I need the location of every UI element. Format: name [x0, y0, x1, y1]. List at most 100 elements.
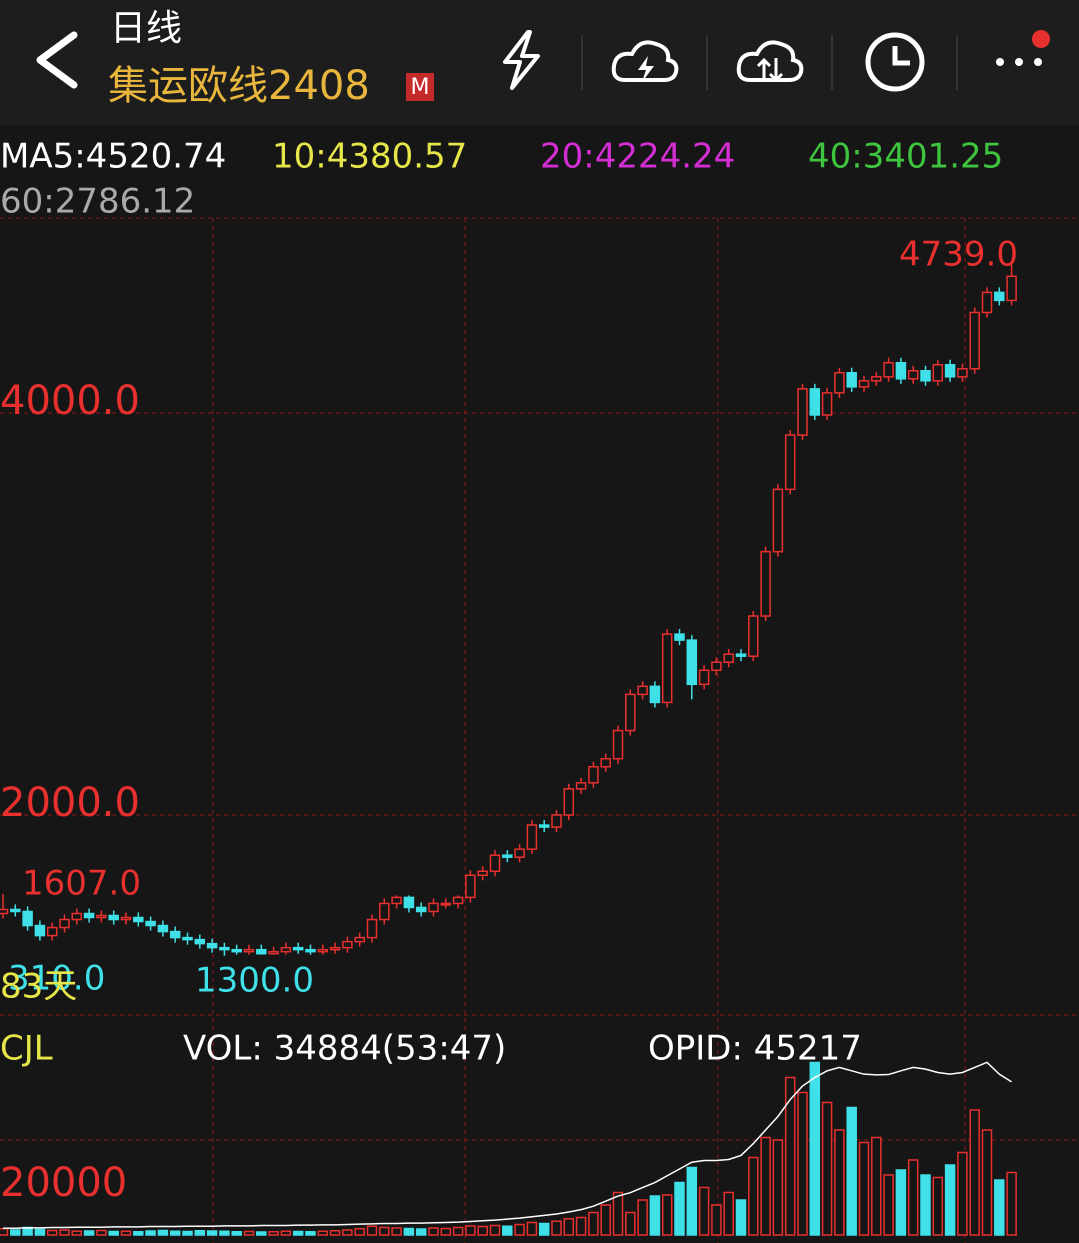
candle-body [797, 388, 808, 436]
volume-bar [625, 1211, 636, 1236]
candle-body [157, 924, 169, 933]
volume-bar [71, 1230, 83, 1236]
candle-body [292, 946, 304, 951]
volume-bar [0, 1228, 9, 1236]
candle-body [71, 912, 83, 921]
volume-bar [502, 1225, 513, 1236]
candle-body [932, 363, 944, 382]
volume-bar [735, 1199, 747, 1236]
candle-body [194, 938, 206, 945]
cloud-flash-icon[interactable] [611, 40, 679, 82]
candle-body [219, 946, 230, 951]
candle-body [809, 388, 821, 416]
volume-bar [698, 1186, 710, 1236]
low-annotation: 1300.0 [195, 961, 314, 1001]
cloud-sync-icon[interactable] [736, 40, 804, 82]
candle-body [846, 372, 857, 388]
volume-bar [10, 1229, 21, 1236]
ma10: 10:4380.57 [272, 137, 467, 177]
volume-bar [858, 1141, 870, 1236]
volume-bar [182, 1230, 193, 1236]
candle-body [760, 550, 771, 617]
candle-body [403, 896, 415, 909]
candle-body [329, 946, 341, 951]
volume-bar [428, 1227, 439, 1236]
clock-icon[interactable] [865, 32, 925, 92]
candle-body [34, 924, 46, 937]
candle-body [551, 814, 562, 828]
volume-bar [1006, 1171, 1017, 1236]
local-high-annotation: 1607.0 [22, 864, 141, 904]
flash-icon[interactable] [503, 30, 540, 90]
candle-body [440, 902, 452, 906]
candle-body [366, 918, 378, 939]
cloud-sync-arrows [756, 57, 784, 83]
badge: M [411, 75, 430, 100]
volume-bar [612, 1191, 624, 1236]
volume-bar [379, 1226, 390, 1236]
volume-bar [760, 1136, 771, 1236]
volume-bar [809, 1061, 821, 1236]
candle-body [354, 936, 365, 943]
volume-bar [268, 1231, 279, 1236]
candle-body [600, 757, 611, 768]
volume-bar [871, 1136, 882, 1236]
candle-body [538, 824, 550, 828]
candle-body [169, 930, 181, 939]
volume-bar [145, 1230, 156, 1236]
candle-body [883, 361, 894, 378]
candle-body [1006, 275, 1017, 302]
candle-body [317, 948, 329, 953]
volume-bar [391, 1227, 402, 1236]
candle-body [391, 896, 402, 905]
volume-bar [526, 1221, 538, 1236]
volume-bar [821, 1101, 833, 1236]
candle-body [452, 896, 464, 905]
left-low-annotation: 310.0 [8, 959, 105, 999]
volume-bar [981, 1129, 993, 1236]
cloud-flash-bolt [638, 56, 654, 82]
candle-body [0, 908, 9, 915]
volume-bar [674, 1181, 685, 1236]
volume-bar [907, 1159, 919, 1236]
volume-bar [563, 1218, 575, 1236]
ma5: MA5:4520.74 [0, 137, 226, 177]
high-annotation: 4739.0 [899, 235, 1018, 275]
candle-body [575, 782, 587, 790]
volume-bar [403, 1227, 415, 1236]
ma20: 20:4224.24 [540, 137, 735, 177]
candle-body [305, 948, 316, 953]
back-button[interactable] [36, 31, 78, 89]
volume-bar [649, 1195, 661, 1236]
notify-dot [1032, 30, 1050, 48]
volume-bar [120, 1230, 132, 1236]
volume-bar [157, 1229, 169, 1236]
volume-bar [920, 1174, 931, 1236]
candle-body [858, 380, 870, 388]
candle-body [637, 685, 648, 696]
volume-bar [34, 1228, 46, 1236]
more-dot[interactable] [996, 58, 1004, 66]
more-dot [1015, 58, 1023, 66]
volume-bar [243, 1230, 255, 1236]
candle-body [465, 874, 476, 899]
volume-bar [46, 1229, 58, 1236]
opid-label: OPID: 45217 [648, 1029, 862, 1069]
period: 日线 [110, 8, 182, 49]
candle-body [83, 912, 95, 919]
volume-bar [538, 1222, 550, 1236]
candle-body [723, 653, 734, 663]
candle-body [502, 854, 513, 858]
y-tick-label: 4000.0 [0, 378, 140, 424]
volume-bar [440, 1227, 452, 1236]
candle-body [256, 948, 267, 955]
candle-body [994, 291, 1005, 302]
volume-bar [465, 1225, 476, 1236]
volume-bar [206, 1230, 218, 1236]
candle-body [514, 848, 525, 858]
volume-bar [169, 1230, 181, 1236]
clock-hands [892, 46, 910, 66]
candle-body [22, 910, 33, 927]
volume-bar [895, 1169, 907, 1236]
